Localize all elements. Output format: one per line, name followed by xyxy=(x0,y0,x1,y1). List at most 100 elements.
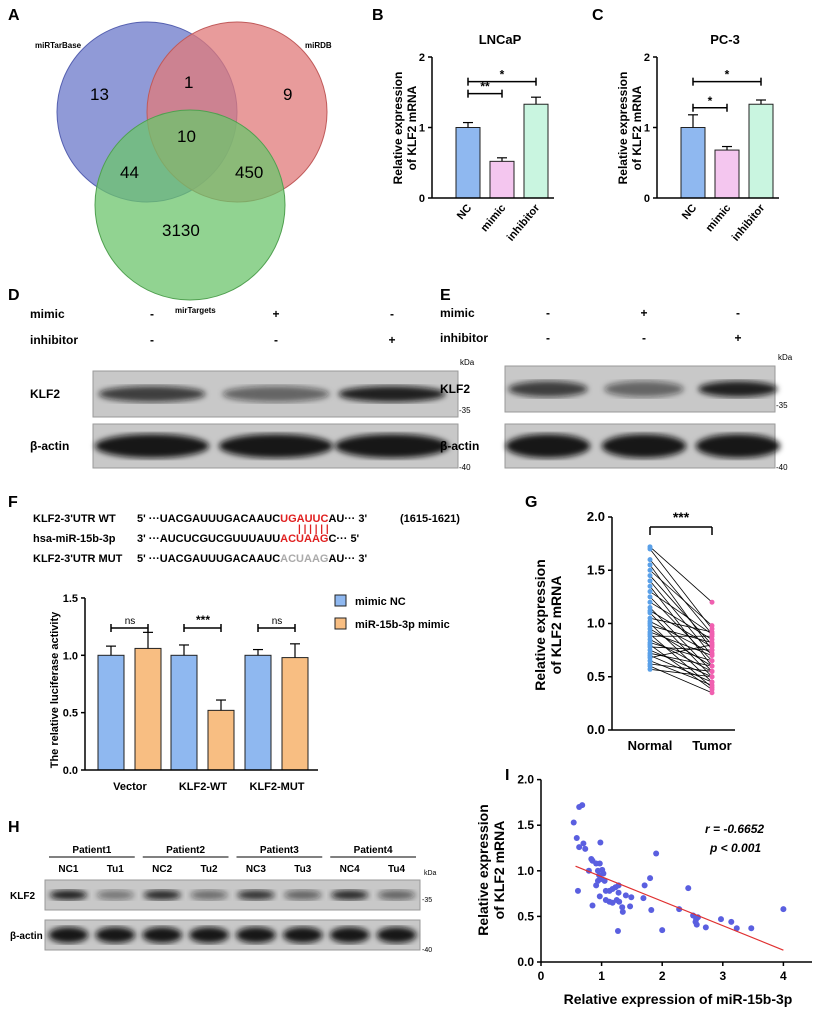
venn-count: 44 xyxy=(120,163,139,182)
scatter-point xyxy=(628,894,635,901)
band xyxy=(95,927,136,943)
scatter-point xyxy=(748,925,755,932)
scatter-point xyxy=(601,877,608,884)
band xyxy=(604,381,684,397)
y-tick-label: 0.0 xyxy=(517,955,534,969)
scatter-point xyxy=(648,907,655,914)
scatter-point xyxy=(733,925,740,932)
pair-line xyxy=(649,617,713,633)
western-blot-h: Patient1 Patient2 Patient3 Patient4 NC1 Tu1 NC… xyxy=(10,845,437,954)
lane-label: NC3 xyxy=(246,864,266,875)
x-tick-label: 1 xyxy=(598,969,605,983)
pair-line xyxy=(649,601,713,640)
y-axis-label: of KLF2 mRNA xyxy=(630,85,644,170)
condition-label: mimic xyxy=(440,306,475,320)
x-tick-label: KLF2-WT xyxy=(179,781,228,793)
venn-count: 450 xyxy=(235,163,263,182)
x-tick-label: Vector xyxy=(113,781,147,793)
panel-label-a: A xyxy=(8,7,20,24)
band xyxy=(142,927,183,943)
pair-line xyxy=(649,546,713,603)
y-axis-label: Relative expression xyxy=(391,72,405,185)
panel-label-e: E xyxy=(440,287,451,304)
scatter-point xyxy=(647,875,654,882)
pair-line xyxy=(649,625,713,644)
bar xyxy=(134,647,162,771)
venn-count: 3130 xyxy=(162,221,200,240)
tumor-point xyxy=(709,623,715,629)
venn-circle-mirtargets xyxy=(94,109,286,301)
y-axis-label: The relative luciferase activity xyxy=(49,611,61,768)
tumor-point xyxy=(709,668,715,674)
marker-35: -35 xyxy=(422,897,432,904)
scatter-point xyxy=(576,844,583,851)
significance-label: * xyxy=(500,68,505,82)
scatter-point xyxy=(574,887,581,894)
patient-label: Patient1 xyxy=(72,845,111,856)
band xyxy=(98,386,206,402)
legend-swatch xyxy=(334,594,347,607)
y-tick-label: 1.0 xyxy=(63,650,78,662)
band xyxy=(601,434,687,458)
marker-40: -40 xyxy=(422,947,432,954)
x-tick-label: mimic xyxy=(704,202,734,234)
sequence-flank: 3' ···AUCUCGUCGUUUAUU xyxy=(137,533,280,545)
significance-label: ** xyxy=(480,80,490,94)
y-tick-label: 1 xyxy=(419,123,425,135)
y-tick-label: 1.0 xyxy=(587,616,605,631)
tumor-point xyxy=(709,629,715,635)
significance-label: *** xyxy=(196,613,210,627)
lane-label: NC2 xyxy=(152,864,172,875)
y-tick-label: 0.0 xyxy=(587,722,605,737)
x-tick-label: mimic xyxy=(479,202,509,234)
sequence-flank: C··· 5' xyxy=(328,533,359,545)
venn-label: mirTargets xyxy=(175,306,216,315)
tumor-point xyxy=(709,647,715,653)
condition-label: inhibitor xyxy=(30,333,78,347)
y-axis-label: Relative expression xyxy=(616,72,630,185)
chart-title: LNCaP xyxy=(479,32,522,47)
x-tick-label: 0 xyxy=(538,969,545,983)
pair-line xyxy=(649,559,713,635)
pair-line xyxy=(649,607,713,672)
band xyxy=(377,890,416,900)
scatter-point xyxy=(622,892,629,899)
x-tick-label: KLF2-MUT xyxy=(250,781,305,793)
tumor-point xyxy=(709,682,715,688)
bar xyxy=(244,654,272,771)
scatter-point xyxy=(596,893,603,900)
venn-count: 9 xyxy=(283,85,292,104)
normal-point xyxy=(647,567,653,573)
venn-count: 1 xyxy=(184,73,193,92)
patient-label: Patient3 xyxy=(260,845,299,856)
venn-count: 10 xyxy=(177,127,196,146)
y-tick-label: 1.5 xyxy=(587,562,605,577)
scatter-point xyxy=(717,916,724,923)
pair-line xyxy=(649,585,713,667)
pair-line xyxy=(649,649,713,678)
sequence-label: KLF2-3'UTR WT xyxy=(33,513,116,525)
sequence: 5' ···UACGAUUUGACAAUCUGAUUCAU··· 3' xyxy=(137,513,368,525)
x-tick-label: NC xyxy=(455,202,474,222)
y-axis-label: Relative expression xyxy=(532,559,548,691)
condition-sign: + xyxy=(272,307,279,321)
sequence-label: hsa-miR-15b-3p xyxy=(33,533,116,545)
scatter-point xyxy=(596,860,603,867)
band xyxy=(338,386,446,402)
band xyxy=(329,927,370,943)
pair-line xyxy=(649,569,713,626)
scatter-point xyxy=(619,908,626,915)
marker-35: -35 xyxy=(459,406,471,415)
lane-label: NC4 xyxy=(340,864,360,875)
significance-label: * xyxy=(708,94,713,108)
y-tick-label: 2 xyxy=(419,52,425,64)
scatter-point xyxy=(597,839,604,846)
y-tick-label: 1.5 xyxy=(63,593,78,605)
scatter-point xyxy=(728,918,735,925)
protein-label: β-actin xyxy=(440,439,479,453)
sequence-flank: 5' ···UACGAUUUGACAAUC xyxy=(137,553,280,565)
scatter-point xyxy=(570,819,577,826)
condition-sign: - xyxy=(736,306,740,320)
bar-chart-f: Vector KLF2-WT KLF2-MUT ns *** ns 0.0 0.5 1.0 1.5… xyxy=(49,593,450,793)
y-tick-label: 0.0 xyxy=(63,765,78,777)
